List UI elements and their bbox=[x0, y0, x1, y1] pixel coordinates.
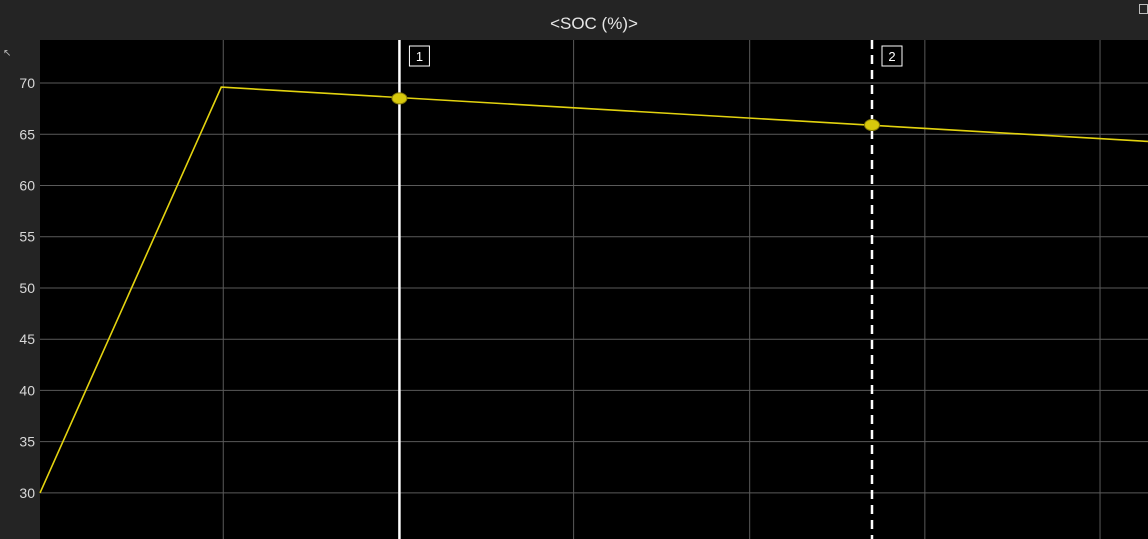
series-layer bbox=[39, 86, 1148, 494]
y-tick-label: 65 bbox=[19, 126, 35, 142]
expand-arrow-icon[interactable]: ↖ bbox=[3, 48, 12, 59]
y-tick-label: 40 bbox=[19, 382, 35, 398]
plot-area bbox=[40, 40, 1148, 539]
y-tick-label: 30 bbox=[19, 485, 35, 501]
cursor-label: 1 bbox=[416, 49, 423, 64]
y-tick-label: 35 bbox=[19, 434, 35, 450]
y-tick-labels: 30 35 40 45 50 55 60 65 70 bbox=[19, 75, 35, 501]
cursor-marker[interactable] bbox=[391, 92, 408, 105]
chart-title: <SOC (%)> bbox=[550, 14, 638, 33]
y-tick-label: 50 bbox=[19, 280, 35, 296]
cursor-label-box[interactable] bbox=[881, 45, 903, 67]
y-tick-label: 55 bbox=[19, 229, 35, 245]
cursor-label-box[interactable] bbox=[408, 45, 430, 67]
y-tick-label: 70 bbox=[19, 75, 35, 91]
cursor-2[interactable]: 2 bbox=[863, 40, 903, 539]
cursor-marker[interactable] bbox=[863, 119, 880, 132]
y-tick-label: 45 bbox=[19, 331, 35, 347]
cursor-1[interactable]: 1 bbox=[391, 40, 430, 539]
y-tick-label: 60 bbox=[19, 177, 35, 193]
y-gridlines bbox=[40, 82, 1148, 494]
soc-series-line bbox=[39, 86, 1148, 494]
cursor-label: 2 bbox=[888, 49, 895, 64]
